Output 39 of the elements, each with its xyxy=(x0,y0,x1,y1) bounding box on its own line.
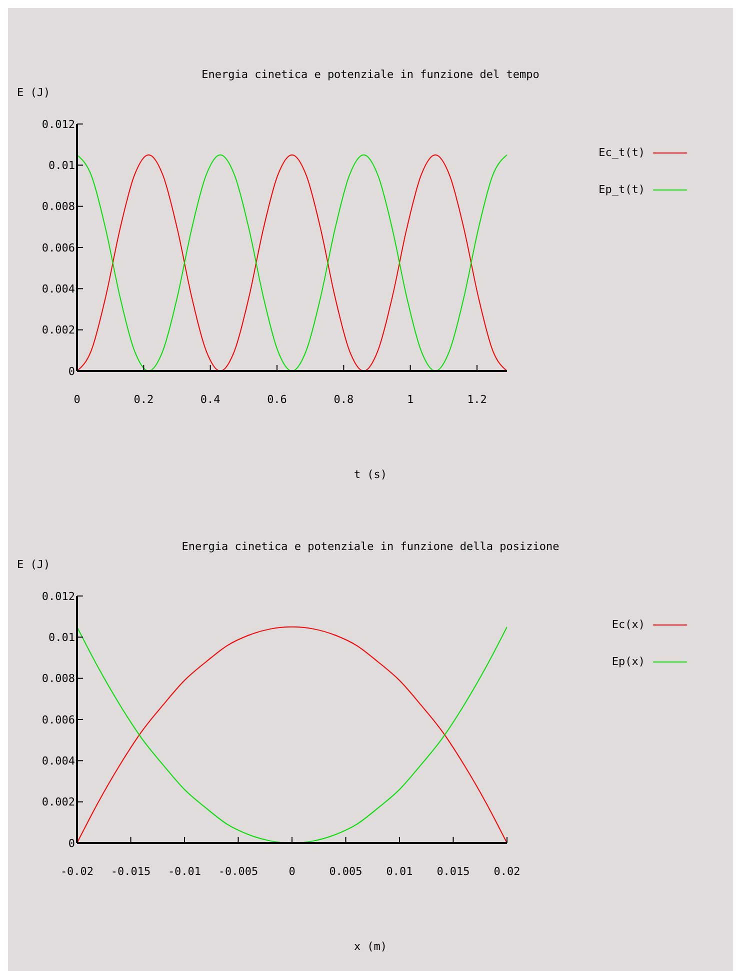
y-tick-label: 0.01 xyxy=(48,631,75,644)
y-axis-title: E (J) xyxy=(17,86,50,99)
legend-label: Ep(x) xyxy=(612,655,645,668)
x-tick-label: 1.2 xyxy=(467,392,487,406)
x-tick-label: 0.4 xyxy=(200,392,221,406)
y-tick-label: 0 xyxy=(68,836,75,850)
legend-label: Ec_t(t) xyxy=(598,146,645,159)
y-tick-label: 0.004 xyxy=(42,754,76,768)
y-tick-label: 0 xyxy=(68,364,75,378)
y-tick-label: 0.006 xyxy=(42,241,75,254)
x-tick-label: 0 xyxy=(288,864,296,878)
x-tick-label: -0.015 xyxy=(110,864,151,878)
x-tick-label: -0.01 xyxy=(168,864,202,878)
x-tick-label: -0.005 xyxy=(218,864,258,878)
x-tick-label: 0.01 xyxy=(386,864,413,878)
y-tick-label: 0.012 xyxy=(42,118,75,131)
y-axis-title: E (J) xyxy=(17,558,50,571)
x-tick-label: 0.015 xyxy=(436,864,470,878)
chart-title: Energia cinetica e potenziale in funzione della posizione xyxy=(180,540,560,553)
y-tick-label: 0.01 xyxy=(48,159,75,172)
y-tick-label: 0.012 xyxy=(42,590,75,603)
x-tick-label: 0.2 xyxy=(134,392,154,406)
x-axis-title: x (m) xyxy=(352,940,388,953)
y-tick-label: 0.002 xyxy=(42,796,75,809)
legend-label: Ep_t(t) xyxy=(598,183,645,196)
y-tick-label: 0.004 xyxy=(42,282,76,296)
y-tick-label: 0.006 xyxy=(42,713,75,726)
y-tick-label: 0.008 xyxy=(42,672,75,686)
y-tick-label: 0.008 xyxy=(42,200,75,214)
x-tick-label: 0.02 xyxy=(494,864,520,878)
legend-label: Ec(x) xyxy=(612,618,645,631)
x-tick-label: 0.005 xyxy=(329,864,362,878)
x-tick-label: -0.02 xyxy=(60,864,94,878)
x-tick-label: 0.8 xyxy=(334,392,354,406)
x-axis-title: t (s) xyxy=(352,468,388,481)
chart-title: Energia cinetica e potenziale in funzione del tempo xyxy=(200,68,540,81)
x-tick-label: 0.6 xyxy=(267,392,287,406)
y-tick-label: 0.002 xyxy=(42,324,75,337)
x-tick-label: 1 xyxy=(407,392,414,406)
